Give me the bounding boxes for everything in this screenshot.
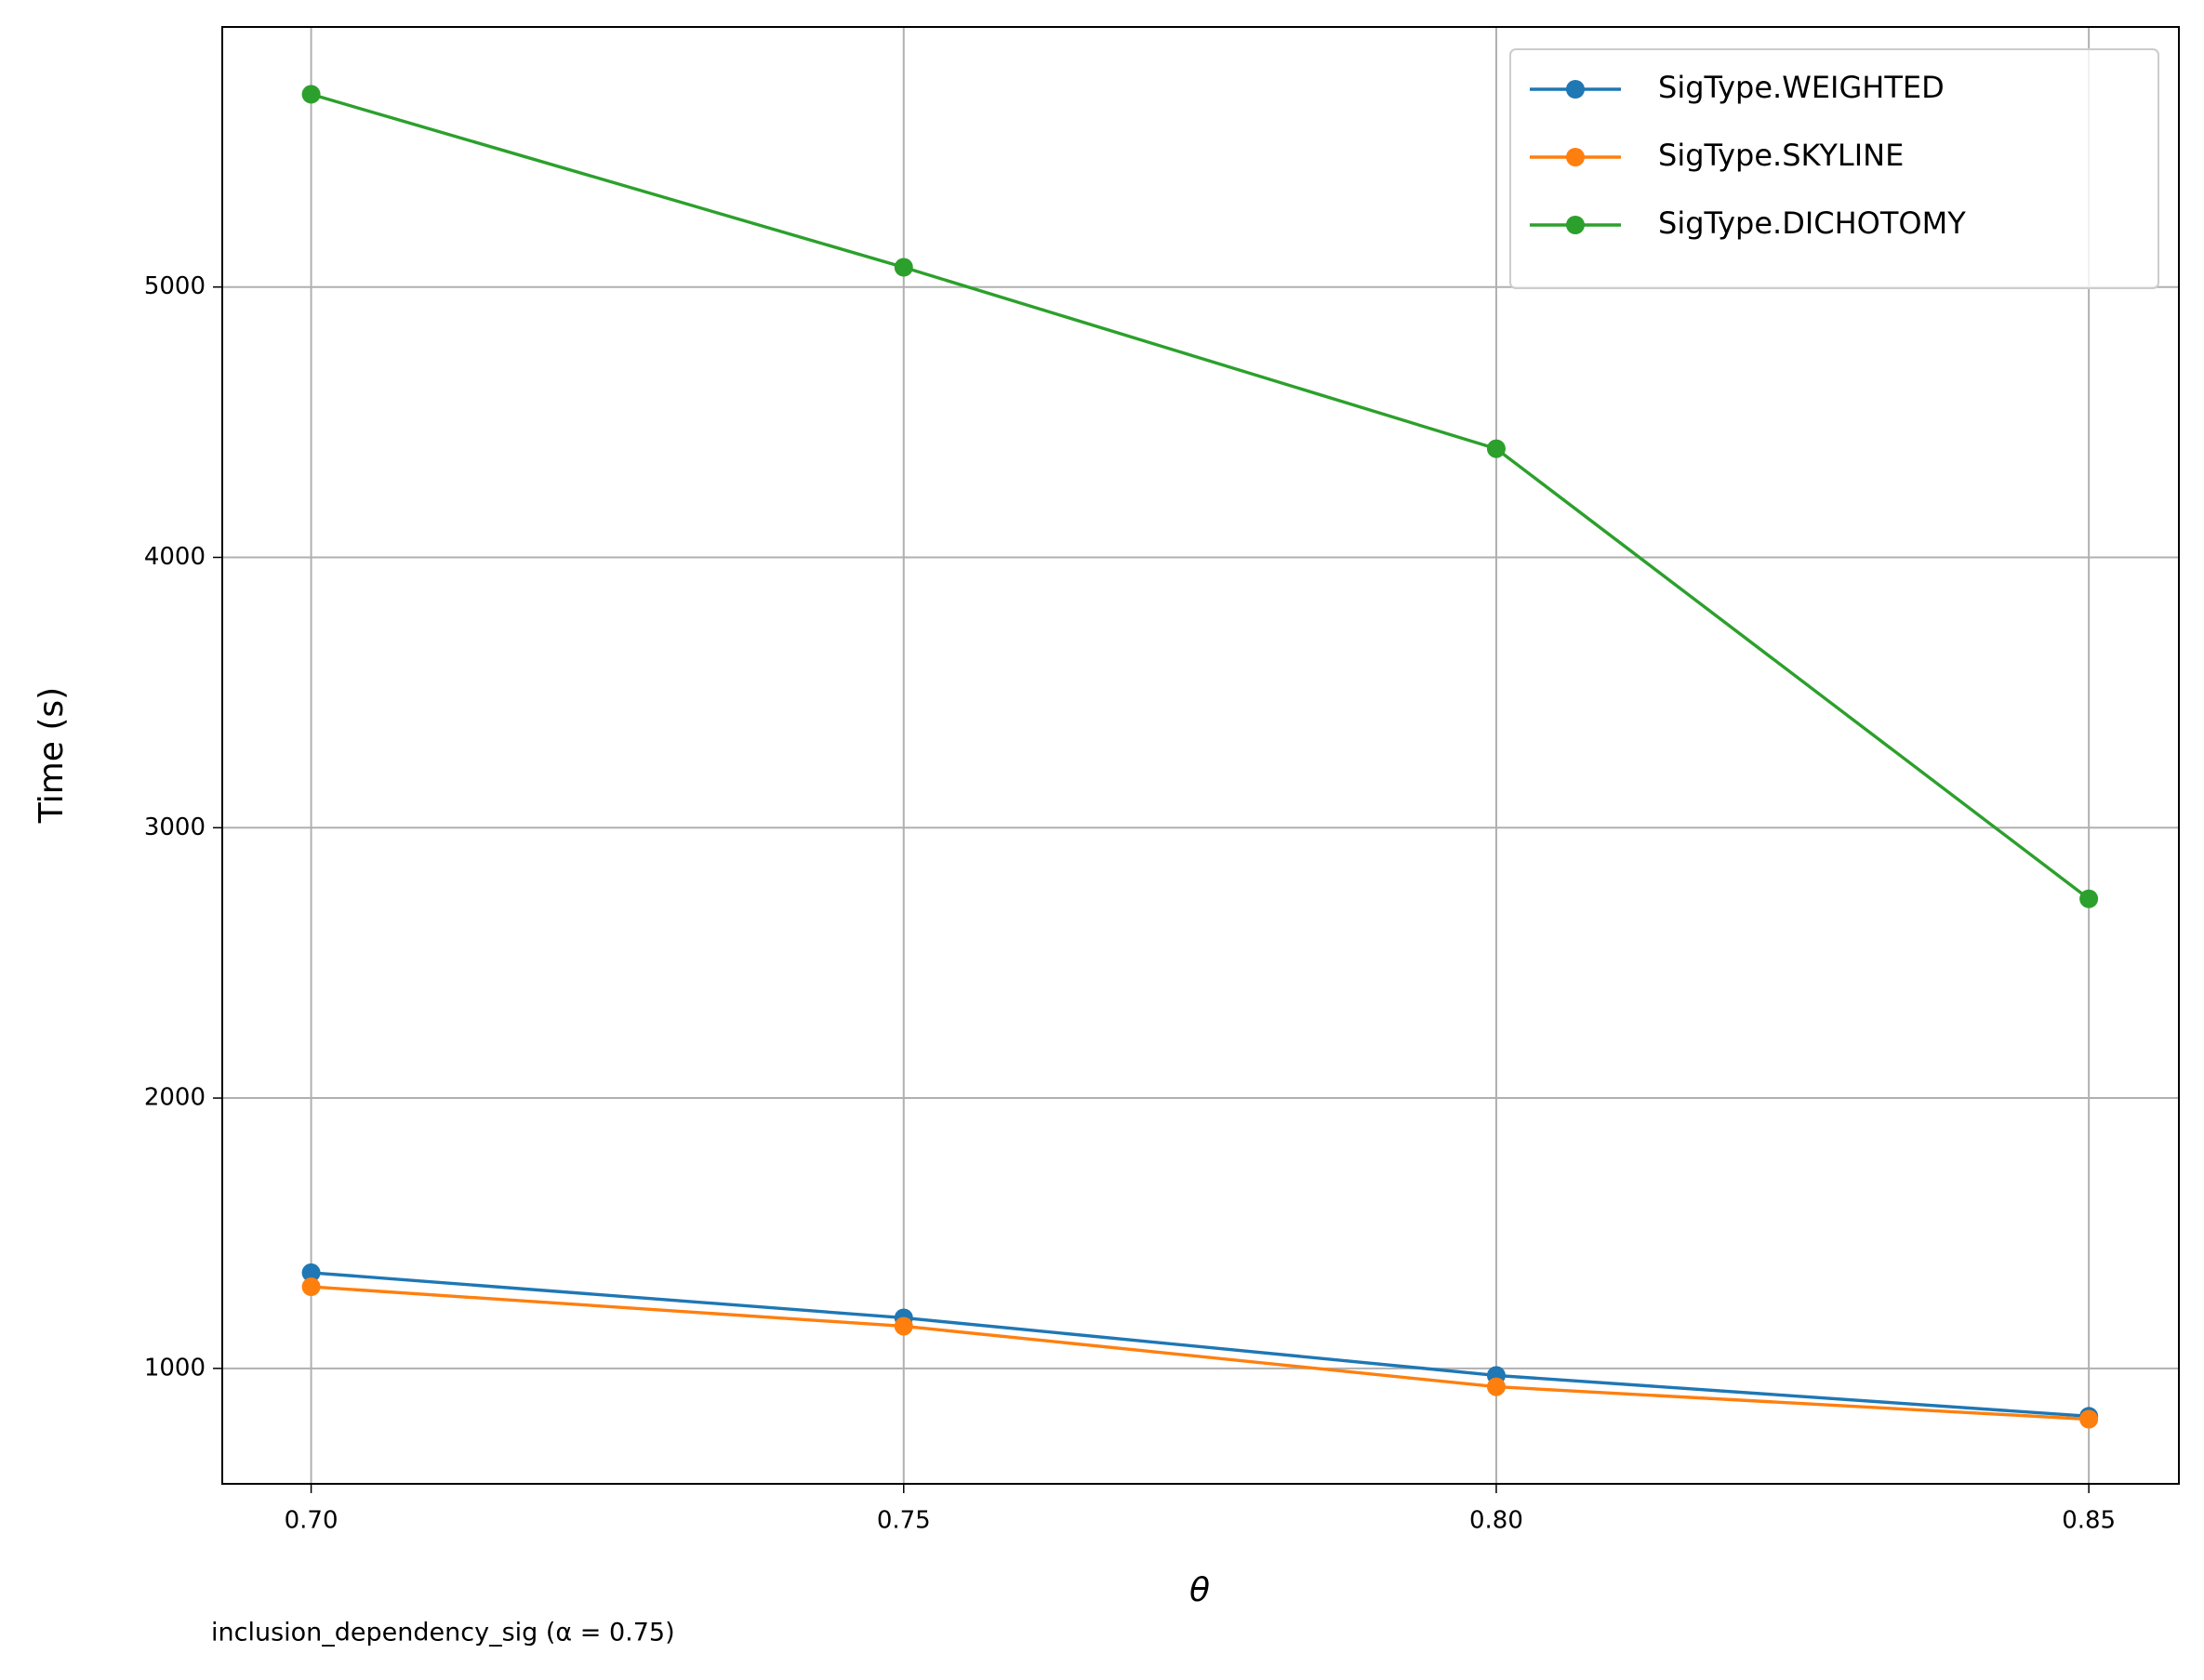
legend-label: SigType.SKYLINE — [1658, 138, 1904, 173]
data-point — [1486, 1377, 1506, 1396]
x-tick-label: 0.85 — [2062, 1507, 2116, 1535]
data-point — [894, 1316, 913, 1336]
x-tick-label: 0.75 — [877, 1507, 931, 1535]
legend-label: SigType.DICHOTOMY — [1658, 205, 1966, 241]
y-tick-label: 3000 — [144, 814, 206, 841]
legend-label: SigType.WEIGHTED — [1658, 70, 1945, 105]
series-line — [311, 1271, 2090, 1419]
legend: SigType.WEIGHTED SigType.SKYLINE SigType.D… — [1509, 48, 2159, 289]
x-tick-label: 0.70 — [285, 1507, 339, 1535]
legend-marker — [1566, 80, 1585, 99]
legend-marker — [1566, 216, 1585, 234]
data-point — [894, 258, 913, 277]
data-point — [301, 85, 321, 104]
data-point — [2079, 1409, 2099, 1429]
legend-marker — [1566, 148, 1585, 166]
y-tick-label: 2000 — [144, 1084, 206, 1112]
y-tick-label: 5000 — [144, 272, 206, 300]
y-axis-label: Time (s) — [33, 687, 71, 824]
subtitle: inclusion_dependency_sig (α = 0.75) — [211, 1619, 675, 1647]
plot-frame — [221, 26, 2180, 1485]
legend-box — [1509, 48, 2159, 289]
y-tick-label: 1000 — [144, 1354, 206, 1382]
x-axis-label: θ — [1189, 1571, 1210, 1609]
data-point — [1486, 439, 1506, 458]
series-line — [311, 1285, 2090, 1422]
x-tick-label: 0.80 — [1469, 1507, 1523, 1535]
y-tick-label: 4000 — [144, 543, 206, 571]
data-point — [301, 1263, 321, 1282]
data-point — [2079, 889, 2099, 908]
series-line — [311, 92, 2091, 901]
data-point — [301, 1277, 321, 1297]
